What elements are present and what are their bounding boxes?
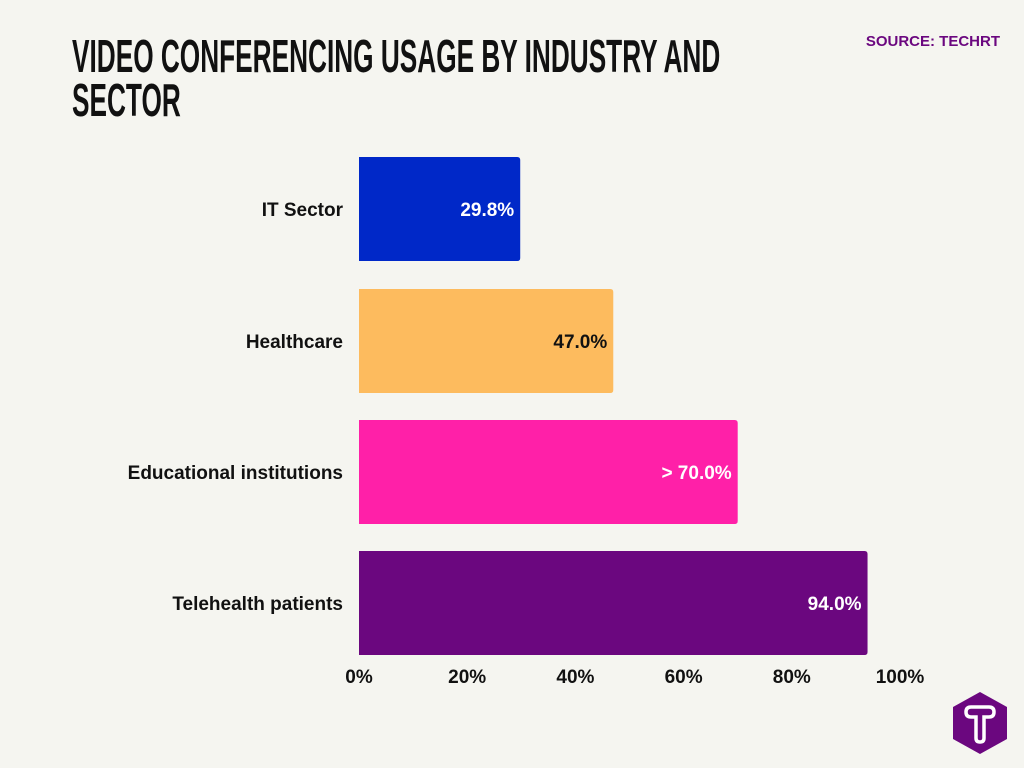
bar [359, 551, 868, 655]
x-tick-label: 40% [556, 667, 594, 688]
x-tick-label: 80% [773, 667, 811, 688]
data-label: 94.0% [808, 594, 862, 615]
x-tick-label: 20% [448, 667, 486, 688]
bar [359, 420, 738, 524]
category-label: IT Sector [262, 200, 344, 221]
techrt-logo-icon [953, 692, 1007, 754]
x-tick-label: 100% [876, 667, 925, 688]
source-label: SOURCE: TECHRT [865, 33, 1000, 50]
bar [359, 289, 614, 393]
x-tick-label: 60% [665, 667, 703, 688]
data-label: 29.8% [460, 200, 514, 221]
category-label: Telehealth patients [172, 594, 343, 615]
chart-title: Video Conferencing Usage by Industry and… [72, 30, 721, 126]
bar [359, 157, 521, 261]
data-label: > 70.0% [661, 463, 731, 484]
x-tick-label: 0% [345, 667, 373, 688]
data-label: 47.0% [553, 332, 607, 353]
category-label: Educational institutions [128, 463, 343, 484]
category-label: Healthcare [246, 332, 343, 353]
